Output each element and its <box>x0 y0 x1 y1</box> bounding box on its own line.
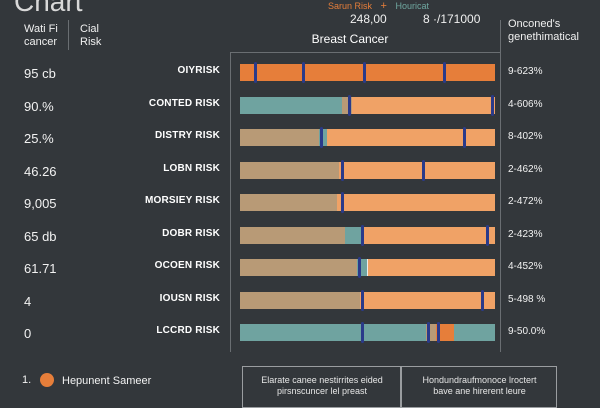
row-percentage: 2-423% <box>508 228 543 240</box>
bar-segment <box>326 129 495 146</box>
bar-segment <box>436 324 455 341</box>
divider-chart-top <box>230 52 500 53</box>
row-label: IOUSN RISK <box>159 292 220 304</box>
chart-title: Breast Cancer <box>311 32 389 46</box>
bar-segment <box>240 291 360 309</box>
bar-segment <box>336 194 495 211</box>
bar-segment <box>426 324 437 341</box>
value-column-header: Wati Fi cancer <box>24 23 58 48</box>
divider-chart-left <box>230 52 231 352</box>
divider-header <box>68 20 69 50</box>
footer-index: 1. <box>22 374 32 386</box>
bar-marker <box>427 322 431 343</box>
risk-column-header: Cial Risk <box>80 23 102 48</box>
row-value: 9,005 <box>24 196 57 211</box>
bar-marker <box>302 62 306 83</box>
bar-marker <box>340 192 344 213</box>
bar-marker <box>422 159 426 181</box>
row-percentage: 8-402% <box>508 131 543 142</box>
top-legend: Sarun Risk + Houricat <box>328 0 429 12</box>
bar-marker <box>363 62 367 83</box>
risk-bar <box>240 94 495 116</box>
risk-bar <box>240 322 495 343</box>
bar-segment <box>362 226 495 244</box>
row-label: LOBN RISK <box>163 162 220 174</box>
legend-plus: + <box>380 0 387 12</box>
footer-note-right-box: Hondundraufmonoce lroctert bave ane hire… <box>400 366 557 408</box>
row-value: 61.71 <box>24 261 57 276</box>
risk-bar <box>240 192 495 213</box>
risk-bar <box>240 289 495 311</box>
row-label: OIYRISK <box>177 65 220 76</box>
bar-marker <box>490 94 494 116</box>
risk-bar <box>240 62 495 83</box>
row-value: 90.% <box>24 98 54 114</box>
bar-marker <box>360 289 364 311</box>
row-percentage: 5-498 % <box>508 293 546 305</box>
bar-segment <box>352 96 495 114</box>
footer-legend-label: Hepunent Sameer <box>62 375 152 387</box>
bar-segment <box>240 226 345 244</box>
row-label: CONTED RISK <box>148 97 220 109</box>
bar-segment <box>240 96 342 114</box>
total-a: 248,00 <box>350 12 387 26</box>
bar-segment <box>240 194 337 211</box>
bar-segment <box>454 324 495 341</box>
risk-bar <box>240 224 495 246</box>
row-label: MORSIEY RISK <box>144 195 220 206</box>
pct-column-header: Onconed's genethimatical <box>508 18 579 43</box>
footer-note-right: Hondundraufmonoce lroctert bave ane hire… <box>422 375 537 396</box>
bar-segment <box>339 161 495 179</box>
footer-note-left-box: Elarate canee nestirrites eided pirsnscu… <box>242 366 402 408</box>
row-percentage: 9-50.0% <box>508 326 546 337</box>
bar-segment <box>240 259 358 276</box>
row-percentage: 9-623% <box>508 66 543 77</box>
row-value: 46.26 <box>24 163 57 179</box>
risk-bar <box>240 127 495 148</box>
bar-marker <box>437 322 441 343</box>
bar-marker <box>360 224 364 246</box>
bar-marker <box>462 127 466 148</box>
bar-segment <box>240 64 495 81</box>
row-percentage: 4-606% <box>508 98 543 110</box>
row-label: DISTRY RISK <box>155 130 220 141</box>
total-b: 8 ·/171000 <box>423 12 481 26</box>
legend-risk-b: Houricat <box>395 1 429 11</box>
row-label: OCOEN RISK <box>154 260 220 271</box>
bar-segment <box>359 291 495 309</box>
row-value: 4 <box>24 293 32 309</box>
row-percentage: 2-472% <box>508 196 543 207</box>
risk-bar <box>240 159 495 181</box>
legend-risk-a: Sarun Risk <box>328 1 373 11</box>
bar-segment <box>367 259 495 276</box>
row-value: 0 <box>24 326 32 341</box>
row-value: 25.% <box>24 131 54 146</box>
risk-bar <box>240 257 495 278</box>
bar-segment <box>357 259 368 276</box>
bar-marker <box>360 322 364 343</box>
bar-segment <box>344 226 363 244</box>
legend-dot-icon <box>40 373 54 387</box>
bar-marker <box>348 94 352 116</box>
footer-note-left: Elarate canee nestirrites eided pirsnscu… <box>261 375 383 396</box>
bar-marker <box>485 224 489 246</box>
divider-chart-right <box>500 20 501 352</box>
bar-segment <box>240 161 340 179</box>
row-label: DOBR RISK <box>162 227 220 239</box>
bar-marker <box>320 127 324 148</box>
row-percentage: 4-452% <box>508 261 543 272</box>
bar-marker <box>358 257 362 278</box>
bar-marker <box>480 289 484 311</box>
bar-segment <box>240 324 427 341</box>
row-label: LCCRD RISK <box>156 325 220 336</box>
page-title: Chart <box>14 0 83 17</box>
bar-segment <box>240 129 320 146</box>
row-value: 65 db <box>24 228 57 244</box>
bar-marker <box>340 159 344 181</box>
bar-marker <box>442 62 446 83</box>
bar-marker <box>253 62 257 83</box>
row-value: 95 cb <box>24 66 56 81</box>
row-percentage: 2-462% <box>508 163 543 175</box>
bar-segment <box>342 96 353 114</box>
